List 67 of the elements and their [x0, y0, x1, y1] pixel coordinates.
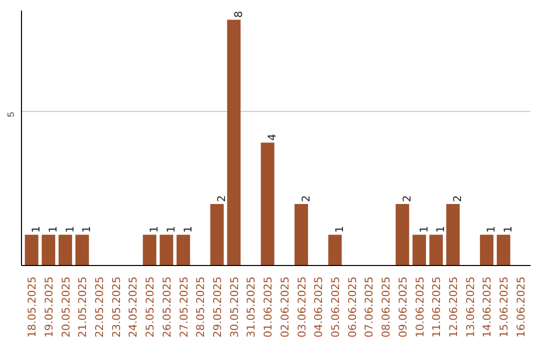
x-tick-label: 26.05.2025: [160, 276, 174, 338]
data-label: 1: [417, 226, 430, 233]
bar: [58, 234, 72, 266]
x-tick-label: 23.05.2025: [110, 276, 123, 338]
data-label: 2: [215, 195, 228, 202]
bar: [260, 142, 274, 266]
data-label: 1: [181, 226, 194, 233]
x-tick-label: 24.05.2025: [126, 276, 140, 338]
x-tick-label: 10.06.2025: [413, 276, 426, 338]
bar: [446, 204, 460, 266]
x-tick-label: 04.06.2025: [312, 276, 326, 338]
x-tick-label: 22.05.2025: [93, 276, 106, 338]
x-tick-label: 07.06.2025: [362, 276, 376, 338]
x-tick-label: 01.06.2025: [262, 276, 275, 338]
y-tick-label: 5: [6, 112, 16, 118]
x-tick-label: 18.05.2025: [26, 276, 39, 338]
data-label: 8: [232, 10, 245, 18]
bar: [142, 234, 156, 266]
x-tick-label: 21.05.2025: [76, 276, 90, 338]
data-label: 1: [332, 226, 346, 233]
x-tick-label: 02.06.2025: [278, 276, 292, 338]
data-label: 1: [46, 226, 60, 233]
x-tick-label: 13.06.2025: [464, 276, 477, 338]
bar: [396, 204, 410, 266]
data-label: 1: [30, 226, 43, 233]
x-tick-label: 12.06.2025: [446, 276, 460, 338]
data-label: 1: [164, 226, 178, 233]
bar: [42, 234, 56, 266]
x-tick-label: 16.06.2025: [514, 276, 528, 338]
bar: [412, 234, 426, 266]
x-tick-label: 31.05.2025: [244, 276, 258, 338]
data-label: 1: [502, 226, 515, 233]
x-tick-label: 25.05.2025: [144, 276, 157, 338]
x-tick-label: 15.06.2025: [498, 276, 511, 338]
data-label: 2: [400, 195, 414, 202]
bar: [480, 234, 494, 266]
bar: [176, 234, 190, 266]
x-tick-label: 09.06.2025: [396, 276, 410, 338]
bar: [24, 234, 38, 266]
bar: [227, 20, 241, 266]
x-tick-label: 28.05.2025: [194, 276, 208, 338]
x-tick-label: 05.06.2025: [328, 276, 342, 338]
x-tick-label: 30.05.2025: [228, 276, 241, 338]
x-tick-label: 19.05.2025: [42, 276, 56, 338]
bar: [75, 234, 89, 266]
x-tick-label: 06.06.2025: [346, 276, 359, 338]
x-tick-label: 29.05.2025: [211, 276, 224, 338]
data-label: 1: [63, 226, 76, 233]
data-label: 2: [299, 195, 312, 202]
x-tick-label: 08.06.2025: [380, 276, 393, 338]
bar: [210, 204, 224, 266]
x-tick-label: 20.05.2025: [59, 276, 72, 338]
x-tick-label: 27.05.2025: [177, 276, 190, 338]
bar: [429, 234, 443, 266]
bar: [294, 204, 308, 266]
x-tick-label: 11.06.2025: [430, 276, 444, 338]
data-label: 4: [266, 134, 279, 141]
data-label: 1: [80, 226, 94, 233]
x-tick-label: 03.06.2025: [295, 276, 308, 338]
bar: [328, 234, 342, 266]
data-label: 2: [450, 195, 464, 202]
bar: [160, 234, 174, 266]
data-label: 1: [434, 226, 448, 233]
bar: [496, 234, 510, 266]
data-label: 1: [148, 226, 161, 233]
x-tick-label: 14.06.2025: [480, 276, 494, 338]
data-label: 1: [484, 226, 498, 233]
